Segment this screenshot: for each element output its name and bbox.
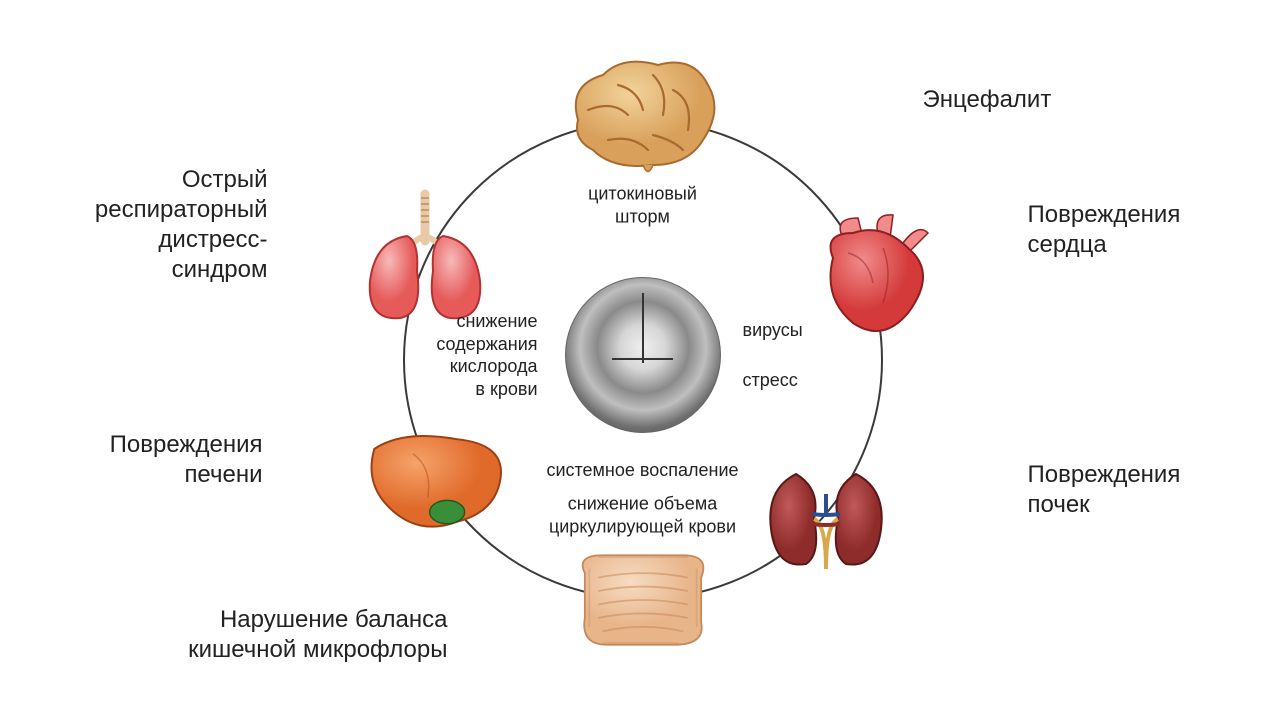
intestine-icon [558, 525, 728, 675]
kidneys-icon [741, 439, 911, 589]
inner-label-1: снижение содержания кислорода в крови [436, 310, 537, 400]
brain-label: Энцефалит [923, 85, 1052, 115]
brain-icon [558, 45, 728, 195]
liver-icon [350, 405, 520, 555]
lungs-label: Острый респираторный дистресс- синдром [95, 165, 268, 285]
inner-label-3: стресс [743, 369, 798, 392]
intestine-label: Нарушение баланса кишечной микрофлоры [188, 605, 447, 665]
heart-label: Повреждения сердца [1028, 200, 1181, 260]
diagram-stage: Энцефалит Повреждения сердца Повреждения… [93, 10, 1193, 710]
heart-icon [783, 203, 953, 353]
inner-label-0: цитокиновый шторм [588, 183, 697, 228]
inner-label-4: системное воспаление [546, 459, 738, 482]
inner-label-5: снижение объема циркулирующей крови [549, 493, 736, 538]
inner-label-2: вирусы [743, 319, 803, 342]
liver-label: Повреждения печени [110, 430, 263, 490]
kidneys-label: Повреждения почек [1028, 460, 1181, 520]
center-ct-scan [565, 277, 721, 433]
